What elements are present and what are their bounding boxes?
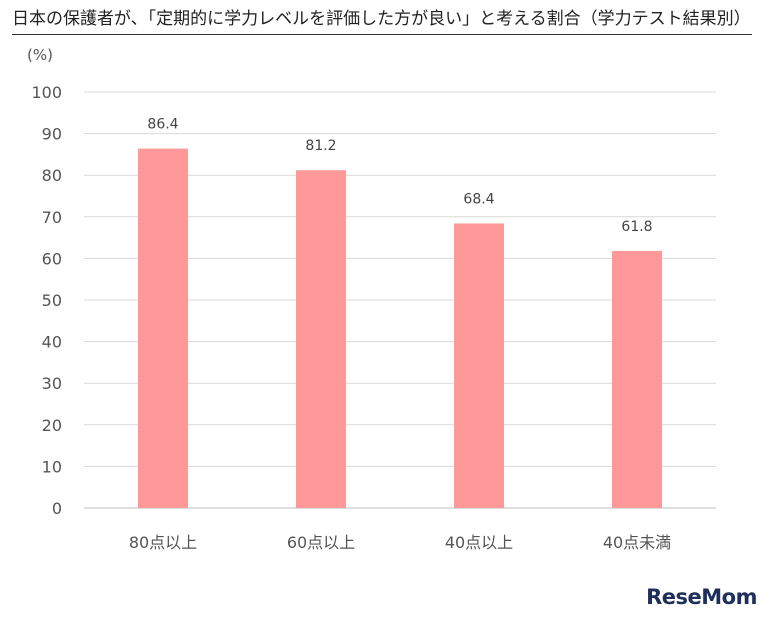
x-category-label: 60点以上 — [287, 533, 355, 552]
data-label: 61.8 — [621, 219, 652, 235]
data-label: 86.4 — [147, 117, 178, 133]
bar — [612, 250, 662, 509]
x-axis-categories: 80点以上 60点以上 40点以上 40点未満 — [129, 533, 671, 552]
y-tick-label: 0 — [52, 499, 62, 518]
bars — [138, 148, 662, 509]
resemom-logo: ReseMom — [646, 585, 757, 609]
data-labels: 86.4 81.2 68.4 61.8 — [147, 117, 652, 235]
y-tick-label: 20 — [42, 416, 62, 435]
y-tick-label: 100 — [31, 83, 62, 102]
y-tick-label: 30 — [42, 374, 62, 393]
y-tick-label: 70 — [42, 208, 62, 227]
bar — [296, 170, 346, 508]
y-tick-label: 80 — [42, 166, 62, 185]
x-category-label: 40点未満 — [603, 533, 671, 552]
data-label: 81.2 — [305, 138, 336, 154]
y-tick-label: 60 — [42, 249, 62, 268]
y-axis-unit-label: (%) — [27, 46, 53, 64]
x-category-label: 80点以上 — [129, 533, 197, 552]
y-tick-label: 50 — [42, 291, 62, 310]
gridlines — [84, 91, 716, 509]
chart-title: 日本の保護者が、「定期的に学力レベルを評価した方が良い」と考える割合（学力テスト… — [12, 6, 752, 35]
y-tick-label: 10 — [42, 457, 62, 476]
bar — [138, 148, 188, 509]
bar — [454, 223, 504, 508]
y-tick-label: 90 — [42, 125, 62, 144]
y-tick-label: 40 — [42, 333, 62, 352]
y-axis-ticks: 0 10 20 30 40 50 60 70 80 90 100 — [31, 83, 62, 518]
x-category-label: 40点以上 — [445, 533, 513, 552]
data-label: 68.4 — [463, 191, 494, 207]
